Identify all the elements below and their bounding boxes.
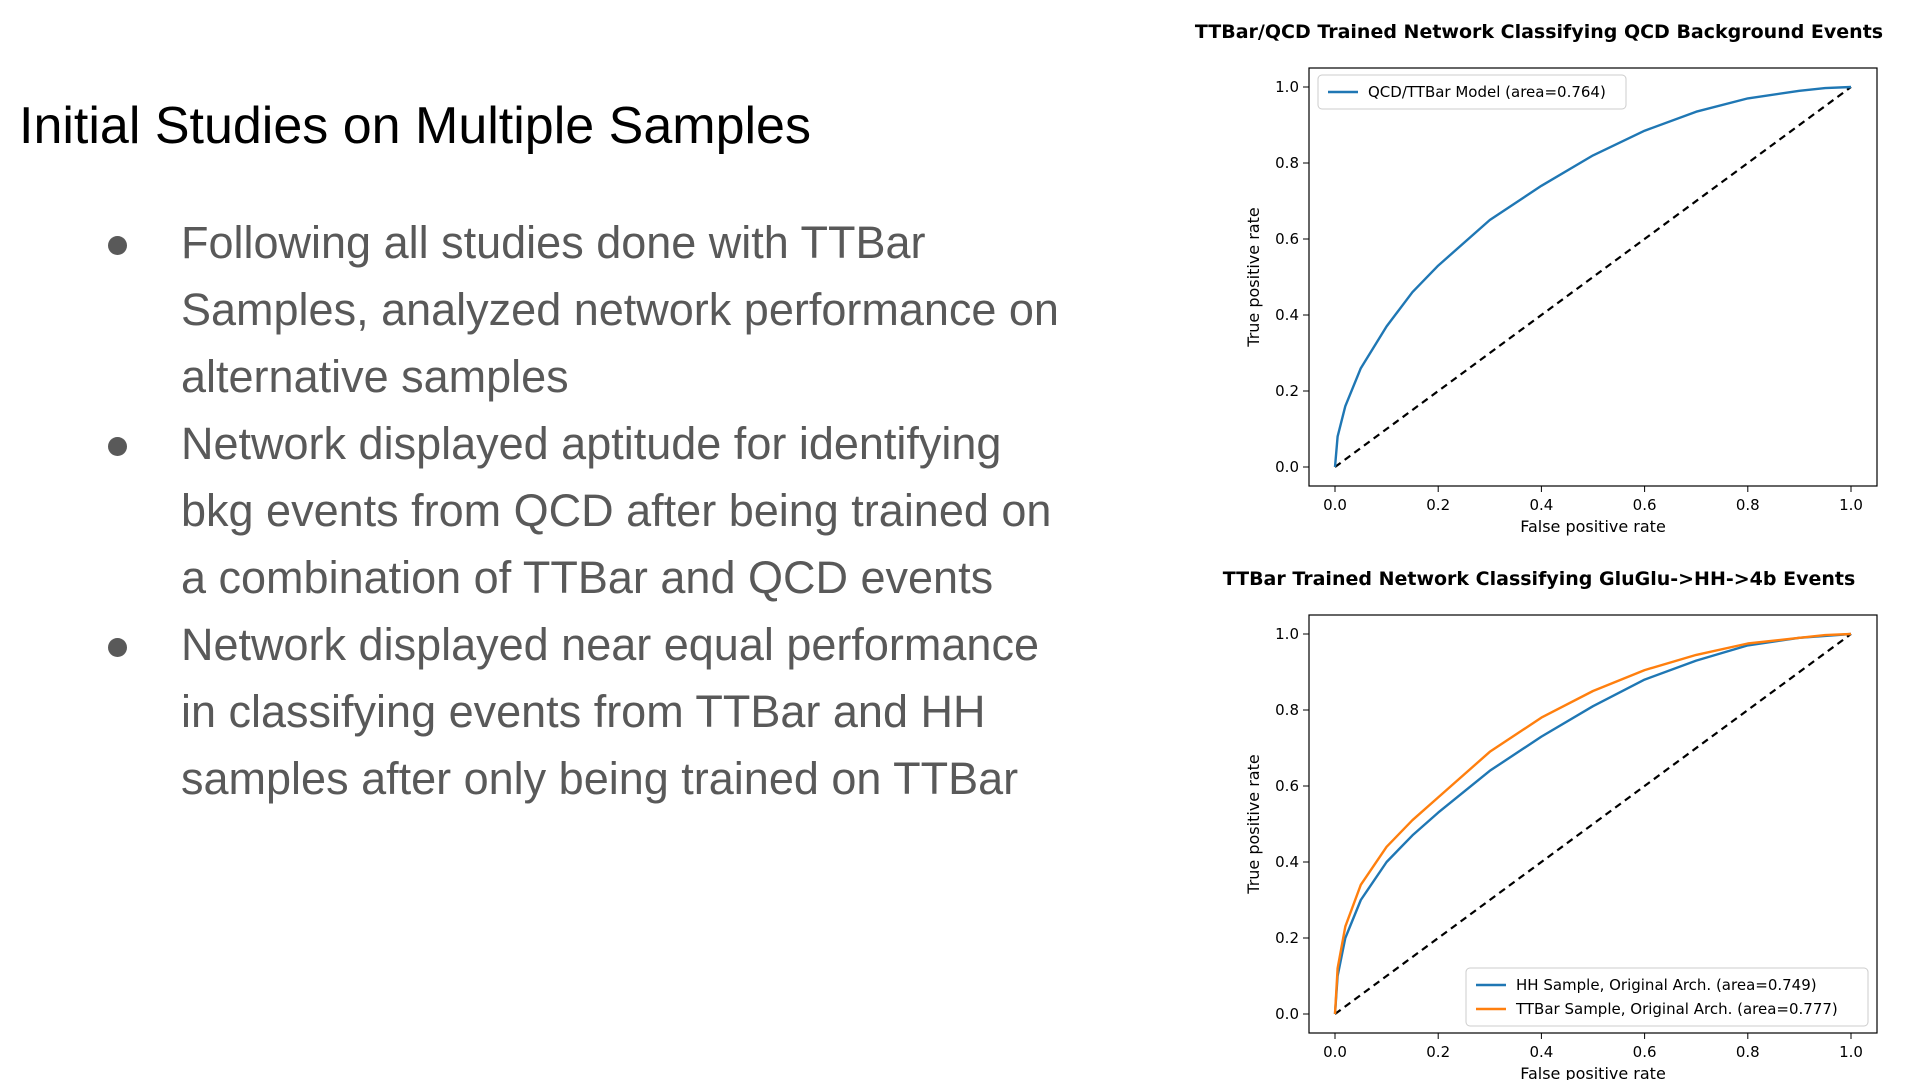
chart-title: TTBar/QCD Trained Network Classifying QC…	[1195, 21, 1883, 43]
bullet-marker	[108, 437, 127, 456]
y-axis-label: True positive rate	[1244, 207, 1263, 347]
x-tick-label: 1.0	[1839, 1043, 1863, 1061]
x-tick-label: 0.0	[1323, 1043, 1347, 1061]
bullet-3-line-2: in classifying events from TTBar and HH	[181, 686, 986, 737]
y-tick-label: 0.8	[1275, 154, 1299, 172]
slide-title: Initial Studies on Multiple Samples	[19, 97, 811, 155]
x-tick-label: 1.0	[1839, 496, 1863, 514]
y-axis-label: True positive rate	[1244, 754, 1263, 894]
bullet-1-line-3: alternative samples	[181, 351, 569, 402]
bullet-3-line-1: Network displayed near equal performance	[181, 619, 1039, 670]
roc-curve-series-2	[1333, 632, 1852, 1015]
x-tick-label: 0.4	[1529, 496, 1553, 514]
legend-entry: QCD/TTBar Model (area=0.764)	[1368, 83, 1606, 101]
random-classifier-diagonal	[1334, 86, 1852, 468]
bullet-2-line-1: Network displayed aptitude for identifyi…	[181, 418, 1002, 469]
y-tick-label: 0.2	[1275, 929, 1299, 947]
bullet-list: Following all studies done with TTBar Sa…	[108, 217, 1059, 804]
plot-frame	[1308, 614, 1878, 1034]
y-tick-label: 0.8	[1275, 701, 1299, 719]
legend-entry: TTBar Sample, Original Arch. (area=0.777…	[1515, 1000, 1838, 1018]
x-tick-label: 0.8	[1736, 1043, 1760, 1061]
bullet-2-line-2: bkg events from QCD after being trained …	[181, 485, 1052, 536]
x-tick-label: 0.2	[1426, 1043, 1450, 1061]
roc-curve-series-1	[1333, 85, 1852, 468]
y-tick-label: 0.6	[1275, 777, 1299, 795]
x-tick-label: 0.4	[1529, 1043, 1553, 1061]
y-tick-label: 0.4	[1275, 306, 1299, 324]
legend-entry: HH Sample, Original Arch. (area=0.749)	[1516, 976, 1817, 994]
bullet-2-line-3: a combination of TTBar and QCD events	[181, 552, 994, 603]
bullet-3-line-3: samples after only being trained on TTBa…	[181, 753, 1019, 804]
y-tick-label: 0.6	[1275, 230, 1299, 248]
y-tick-label: 0.2	[1275, 382, 1299, 400]
legend-box	[1465, 967, 1869, 1027]
bullet-1-line-2: Samples, analyzed network performance on	[181, 284, 1059, 335]
x-tick-label: 0.6	[1633, 1043, 1657, 1061]
x-tick-label: 0.2	[1426, 496, 1450, 514]
y-tick-label: 0.4	[1275, 853, 1299, 871]
bullet-marker	[108, 236, 127, 255]
y-tick-label: 0.0	[1275, 458, 1299, 476]
plot-frame	[1308, 67, 1878, 487]
x-axis-label: False positive rate	[1520, 1064, 1666, 1080]
x-axis-label: False positive rate	[1520, 517, 1666, 536]
random-classifier-diagonal	[1334, 633, 1852, 1015]
legend-box	[1317, 74, 1627, 110]
y-tick-label: 1.0	[1275, 625, 1299, 643]
bullet-1-line-1: Following all studies done with TTBar	[181, 217, 926, 268]
x-tick-label: 0.8	[1736, 496, 1760, 514]
y-tick-label: 0.0	[1275, 1005, 1299, 1023]
x-tick-label: 0.6	[1633, 496, 1657, 514]
bullet-marker	[108, 638, 127, 657]
chart-title: TTBar Trained Network Classifying GluGlu…	[1223, 568, 1856, 590]
y-tick-label: 1.0	[1275, 78, 1299, 96]
x-tick-label: 0.0	[1323, 496, 1347, 514]
